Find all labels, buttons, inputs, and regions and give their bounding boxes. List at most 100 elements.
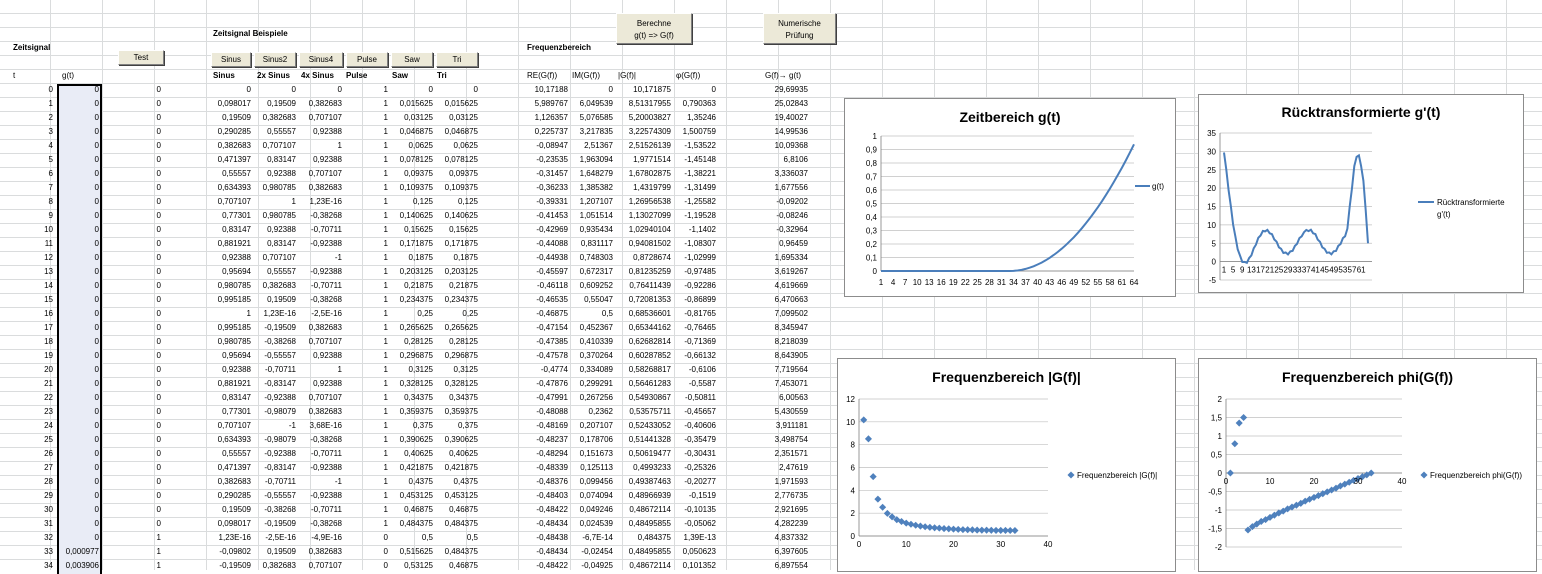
cell-re[interactable]: 5,989767 — [534, 99, 568, 108]
cell-im[interactable]: 3,217835 — [579, 127, 613, 136]
cell-4x-sinus[interactable]: -0,70711 — [311, 505, 342, 514]
cell-4x-sinus[interactable]: -0,70711 — [311, 449, 342, 458]
cell-sinus[interactable]: 0 — [246, 85, 251, 94]
cell-re[interactable]: -0,48438 — [536, 533, 568, 542]
cell-2x-sinus[interactable]: -0,19509 — [264, 519, 296, 528]
cell-pulse[interactable]: 1 — [383, 407, 388, 416]
cell-g[interactable]: 0 — [94, 351, 99, 360]
cell-t[interactable]: 5 — [48, 155, 53, 164]
cell-ruecktrafo[interactable]: 3,619267 — [774, 267, 808, 276]
cell-t[interactable]: 16 — [44, 309, 53, 318]
cell-test[interactable]: 1 — [156, 547, 161, 556]
cell-saw[interactable]: 0,046875 — [399, 127, 433, 136]
cell-tri[interactable]: 0,4375 — [453, 477, 478, 486]
cell-saw[interactable]: 0,1875 — [408, 253, 433, 262]
cell-2x-sinus[interactable]: -0,83147 — [264, 379, 296, 388]
sinus2-button[interactable]: Sinus2 — [254, 52, 296, 67]
cell-pulse[interactable]: 1 — [383, 449, 388, 458]
cell-saw[interactable]: 0,171875 — [399, 239, 433, 248]
cell-tri[interactable]: 0,3125 — [453, 365, 478, 374]
cell-phi[interactable]: 1,35246 — [687, 113, 716, 122]
cell-abs[interactable]: 1,02940104 — [628, 225, 671, 234]
cell-4x-sinus[interactable]: -0,92388 — [310, 239, 342, 248]
cell-sinus[interactable]: 0,707107 — [217, 421, 251, 430]
cell-2x-sinus[interactable]: 0,19509 — [267, 295, 296, 304]
cell-t[interactable]: 19 — [44, 351, 53, 360]
cell-4x-sinus[interactable]: 0,382683 — [308, 99, 342, 108]
cell-g[interactable]: 0 — [94, 169, 99, 178]
cell-saw[interactable]: 0,515625 — [399, 547, 433, 556]
cell-pulse[interactable]: 1 — [383, 127, 388, 136]
cell-pulse[interactable]: 1 — [383, 365, 388, 374]
cell-4x-sinus[interactable]: -0,92388 — [310, 463, 342, 472]
cell-sinus[interactable]: 0,382683 — [217, 141, 251, 150]
cell-sinus[interactable]: -0,09802 — [219, 547, 251, 556]
cell-saw[interactable]: 0,328125 — [399, 379, 433, 388]
cell-phi[interactable]: -1,25582 — [684, 197, 716, 206]
cell-abs[interactable]: 1,9771514 — [633, 155, 671, 164]
cell-2x-sinus[interactable]: 0 — [291, 85, 296, 94]
cell-abs[interactable]: 0,53575711 — [629, 407, 671, 416]
cell-saw[interactable]: 0,078125 — [399, 155, 433, 164]
cell-2x-sinus[interactable]: 0,382683 — [262, 561, 296, 570]
cell-phi[interactable]: -0,71369 — [684, 337, 716, 346]
cell-abs[interactable]: 0,72081353 — [628, 295, 671, 304]
cell-test[interactable]: 0 — [156, 309, 161, 318]
cell-test[interactable]: 0 — [156, 463, 161, 472]
cell-sinus[interactable]: 0,55557 — [222, 169, 251, 178]
cell-sinus[interactable]: 0,098017 — [217, 99, 251, 108]
cell-ruecktrafo[interactable]: 14,99536 — [774, 127, 808, 136]
cell-test[interactable]: 0 — [156, 211, 161, 220]
cell-ruecktrafo[interactable]: 6,897554 — [774, 561, 808, 570]
cell-g[interactable]: 0 — [94, 323, 99, 332]
cell-pulse[interactable]: 0 — [383, 533, 388, 542]
cell-saw[interactable]: 0,453125 — [399, 491, 433, 500]
cell-abs[interactable]: 0,62682814 — [628, 337, 671, 346]
cell-re[interactable]: -0,48376 — [536, 477, 568, 486]
cell-im[interactable]: 0 — [608, 85, 613, 94]
cell-g[interactable]: 0 — [94, 197, 99, 206]
cell-pulse[interactable]: 1 — [383, 491, 388, 500]
cell-sinus[interactable]: 1 — [246, 309, 251, 318]
cell-test[interactable]: 0 — [156, 225, 161, 234]
cell-4x-sinus[interactable]: 0,92388 — [313, 379, 342, 388]
cell-ruecktrafo[interactable]: 29,69935 — [774, 85, 808, 94]
cell-g[interactable]: 0 — [94, 491, 99, 500]
cell-g[interactable]: 0 — [94, 421, 99, 430]
cell-phi[interactable]: -0,5587 — [688, 379, 716, 388]
cell-im[interactable]: 0,178706 — [579, 435, 613, 444]
cell-g[interactable]: 0 — [94, 253, 99, 262]
cell-t[interactable]: 8 — [48, 197, 53, 206]
cell-t[interactable]: 34 — [44, 561, 53, 570]
chart-zeitbereich[interactable]: Zeitbereich g(t) 0 0,1 0,2 0,3 0,4 0,5 0,6 0,7 0… — [844, 98, 1176, 297]
cell-g[interactable]: 0 — [94, 211, 99, 220]
cell-re[interactable]: -0,46875 — [536, 309, 568, 318]
cell-im[interactable]: -0,02454 — [581, 547, 613, 556]
cell-test[interactable]: 0 — [156, 295, 161, 304]
cell-saw[interactable]: 0,140625 — [399, 211, 433, 220]
cell-saw[interactable]: 0,5 — [421, 533, 433, 542]
cell-pulse[interactable]: 1 — [383, 197, 388, 206]
cell-4x-sinus[interactable]: 0 — [337, 85, 342, 94]
cell-tri[interactable]: 0,390625 — [444, 435, 478, 444]
cell-tri[interactable]: 0,296875 — [444, 351, 478, 360]
cell-phi[interactable]: -0,92286 — [684, 281, 716, 290]
cell-pulse[interactable]: 1 — [383, 155, 388, 164]
cell-phi[interactable]: -1,38221 — [684, 169, 716, 178]
cell-4x-sinus[interactable]: 0,92388 — [313, 155, 342, 164]
cell-test[interactable]: 0 — [156, 421, 161, 430]
cell-pulse[interactable]: 1 — [383, 169, 388, 178]
cell-ruecktrafo[interactable]: 2,921695 — [774, 505, 808, 514]
cell-t[interactable]: 0 — [48, 85, 53, 94]
cell-saw[interactable]: 0,125 — [412, 197, 433, 206]
cell-sinus[interactable]: 0,471397 — [217, 463, 251, 472]
cell-im[interactable]: 0,609252 — [579, 281, 613, 290]
cell-g[interactable]: 0 — [94, 365, 99, 374]
cell-saw[interactable]: 0,390625 — [399, 435, 433, 444]
cell-test[interactable]: 0 — [156, 253, 161, 262]
cell-ruecktrafo[interactable]: 8,643905 — [774, 351, 808, 360]
cell-4x-sinus[interactable]: -0,70711 — [311, 225, 342, 234]
cell-g[interactable]: 0 — [94, 239, 99, 248]
cell-g[interactable]: 0 — [94, 533, 99, 542]
cell-g[interactable]: 0 — [94, 463, 99, 472]
